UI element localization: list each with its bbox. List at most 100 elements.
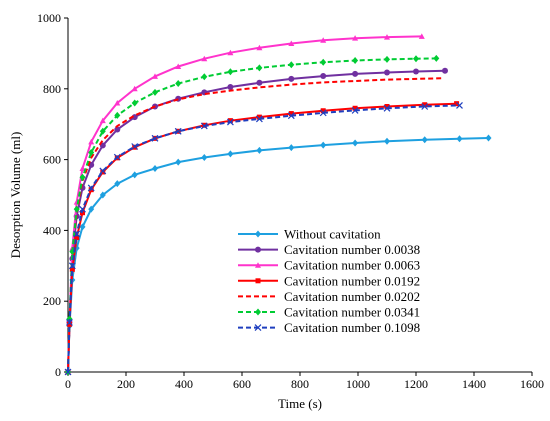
data-point — [73, 230, 81, 238]
data-point-stroke — [226, 118, 234, 126]
data-point — [79, 223, 86, 231]
data-point — [99, 167, 107, 175]
data-point-stroke — [64, 368, 72, 376]
data-point-stroke — [421, 103, 429, 110]
data-point — [433, 54, 440, 62]
data-point — [99, 117, 106, 124]
data-point — [174, 127, 182, 135]
data-point — [352, 139, 359, 147]
data-point — [175, 79, 182, 87]
data-point — [256, 64, 263, 72]
y-tick-label: 400 — [43, 223, 61, 237]
series-line — [67, 57, 437, 373]
data-point — [151, 134, 159, 142]
data-point — [256, 79, 263, 86]
x-tick-label: 600 — [233, 377, 251, 391]
data-point — [418, 33, 425, 39]
data-point — [131, 143, 139, 150]
data-point — [88, 149, 95, 157]
data-point-stroke — [113, 153, 121, 161]
data-point-stroke — [87, 184, 95, 192]
x-tick-label: 1000 — [346, 377, 370, 391]
data-point — [131, 99, 138, 107]
data-point — [79, 205, 86, 213]
data-point — [73, 205, 80, 213]
data-point — [352, 56, 359, 64]
data-point — [227, 118, 233, 124]
data-point — [288, 61, 295, 69]
x-tick-label: 800 — [291, 377, 309, 391]
data-point-stroke — [68, 262, 76, 270]
data-point — [87, 184, 95, 192]
x-tick-label: 0 — [65, 377, 71, 391]
data-point — [485, 134, 492, 142]
data-point — [351, 106, 359, 114]
legend-item-4: Cavitation number 0.0202 — [238, 289, 420, 304]
data-point-stroke — [99, 167, 107, 175]
data-point — [384, 104, 390, 109]
data-point — [88, 205, 95, 213]
data-point — [255, 115, 263, 123]
data-point-stroke — [456, 102, 463, 109]
data-point — [320, 108, 326, 114]
data-point — [131, 85, 138, 92]
data-point — [79, 165, 86, 171]
y-tick-label: 800 — [43, 82, 61, 96]
legend-item-5: Cavitation number 0.0341 — [238, 305, 420, 320]
data-point-stroke — [383, 104, 391, 112]
series-line — [67, 137, 489, 373]
series-line — [67, 77, 443, 373]
data-point — [320, 73, 327, 80]
x-tick-label: 200 — [117, 377, 135, 391]
data-point — [254, 324, 262, 332]
data-point — [152, 164, 158, 172]
data-point — [79, 173, 86, 181]
data-point — [227, 84, 234, 91]
data-point — [175, 158, 182, 166]
series-layer — [64, 33, 492, 376]
data-point — [74, 234, 80, 240]
data-point — [100, 169, 106, 175]
data-point-stroke — [174, 127, 182, 135]
y-tick-label: 200 — [43, 294, 61, 308]
data-point — [114, 126, 121, 133]
data-point — [421, 103, 429, 110]
y-axis-title: Desorption Volume (ml) — [8, 132, 23, 259]
data-point — [114, 99, 121, 106]
data-point-stroke — [79, 205, 86, 213]
data-point — [288, 111, 294, 117]
data-point-stroke — [66, 319, 73, 326]
y-tick-label: 1000 — [37, 11, 61, 25]
data-point — [442, 67, 448, 74]
data-point — [64, 368, 72, 376]
legend-label: Cavitation number 0.0063 — [284, 258, 420, 273]
data-point — [99, 191, 106, 199]
data-point — [226, 118, 234, 126]
legend-label: Cavitation number 0.0202 — [284, 289, 420, 304]
series-4 — [67, 77, 443, 373]
data-point-stroke — [319, 109, 327, 117]
data-point — [384, 55, 390, 63]
x-tick-label: 1600 — [520, 377, 544, 391]
data-point — [454, 101, 460, 107]
data-point — [66, 319, 73, 326]
data-point — [255, 262, 261, 268]
axes: 0 200 400 600 800 1000 1200 1400 1600 0 200 400 600 8… — [37, 11, 544, 391]
data-point — [383, 104, 391, 112]
data-point — [384, 34, 390, 40]
data-point — [456, 135, 463, 143]
data-point — [88, 138, 95, 145]
data-point — [255, 246, 261, 253]
series-6 — [64, 102, 463, 376]
x-axis-title: Time (s) — [278, 396, 322, 411]
data-point-stroke — [151, 134, 159, 142]
data-point — [384, 137, 390, 145]
data-point — [255, 308, 261, 316]
data-point — [352, 35, 359, 41]
data-point — [201, 55, 208, 62]
data-point — [352, 70, 359, 77]
y-tick-label: 0 — [55, 365, 61, 379]
data-point — [255, 278, 261, 284]
